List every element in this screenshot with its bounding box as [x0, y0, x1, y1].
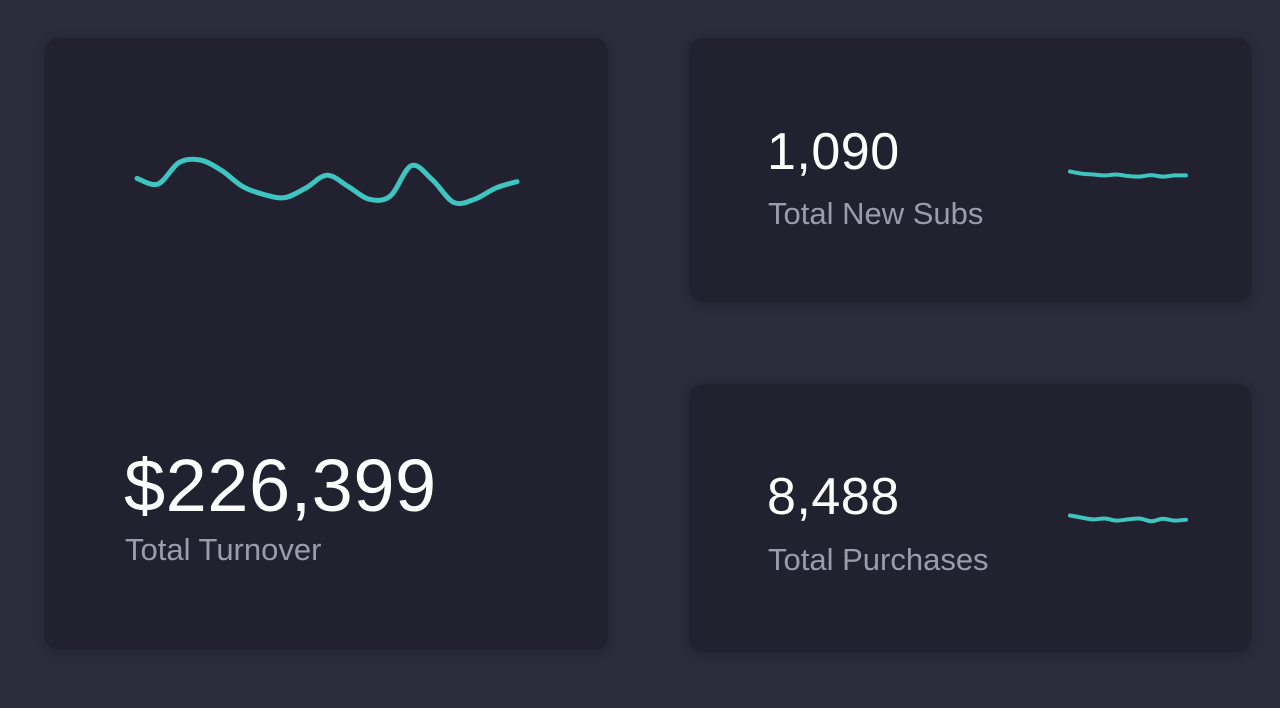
new-subs-label: Total New Subs [768, 196, 984, 231]
purchases-value: 8,488 [767, 468, 900, 526]
new-subs-sparkline [1070, 158, 1186, 188]
turnover-sparkline [137, 148, 517, 228]
purchases-label: Total Purchases [768, 542, 989, 577]
sparkline-path [137, 159, 517, 203]
turnover-label: Total Turnover [125, 532, 322, 567]
purchases-card[interactable]: 8,488 Total Purchases [689, 384, 1251, 652]
sparkline-path [1070, 516, 1186, 522]
new-subs-card[interactable]: 1,090 Total New Subs [689, 38, 1251, 302]
purchases-sparkline [1070, 502, 1186, 532]
turnover-card[interactable]: $226,399 Total Turnover [45, 38, 608, 650]
sparkline-path [1070, 172, 1186, 177]
turnover-value: $226,399 [124, 444, 437, 527]
new-subs-value: 1,090 [767, 123, 900, 181]
